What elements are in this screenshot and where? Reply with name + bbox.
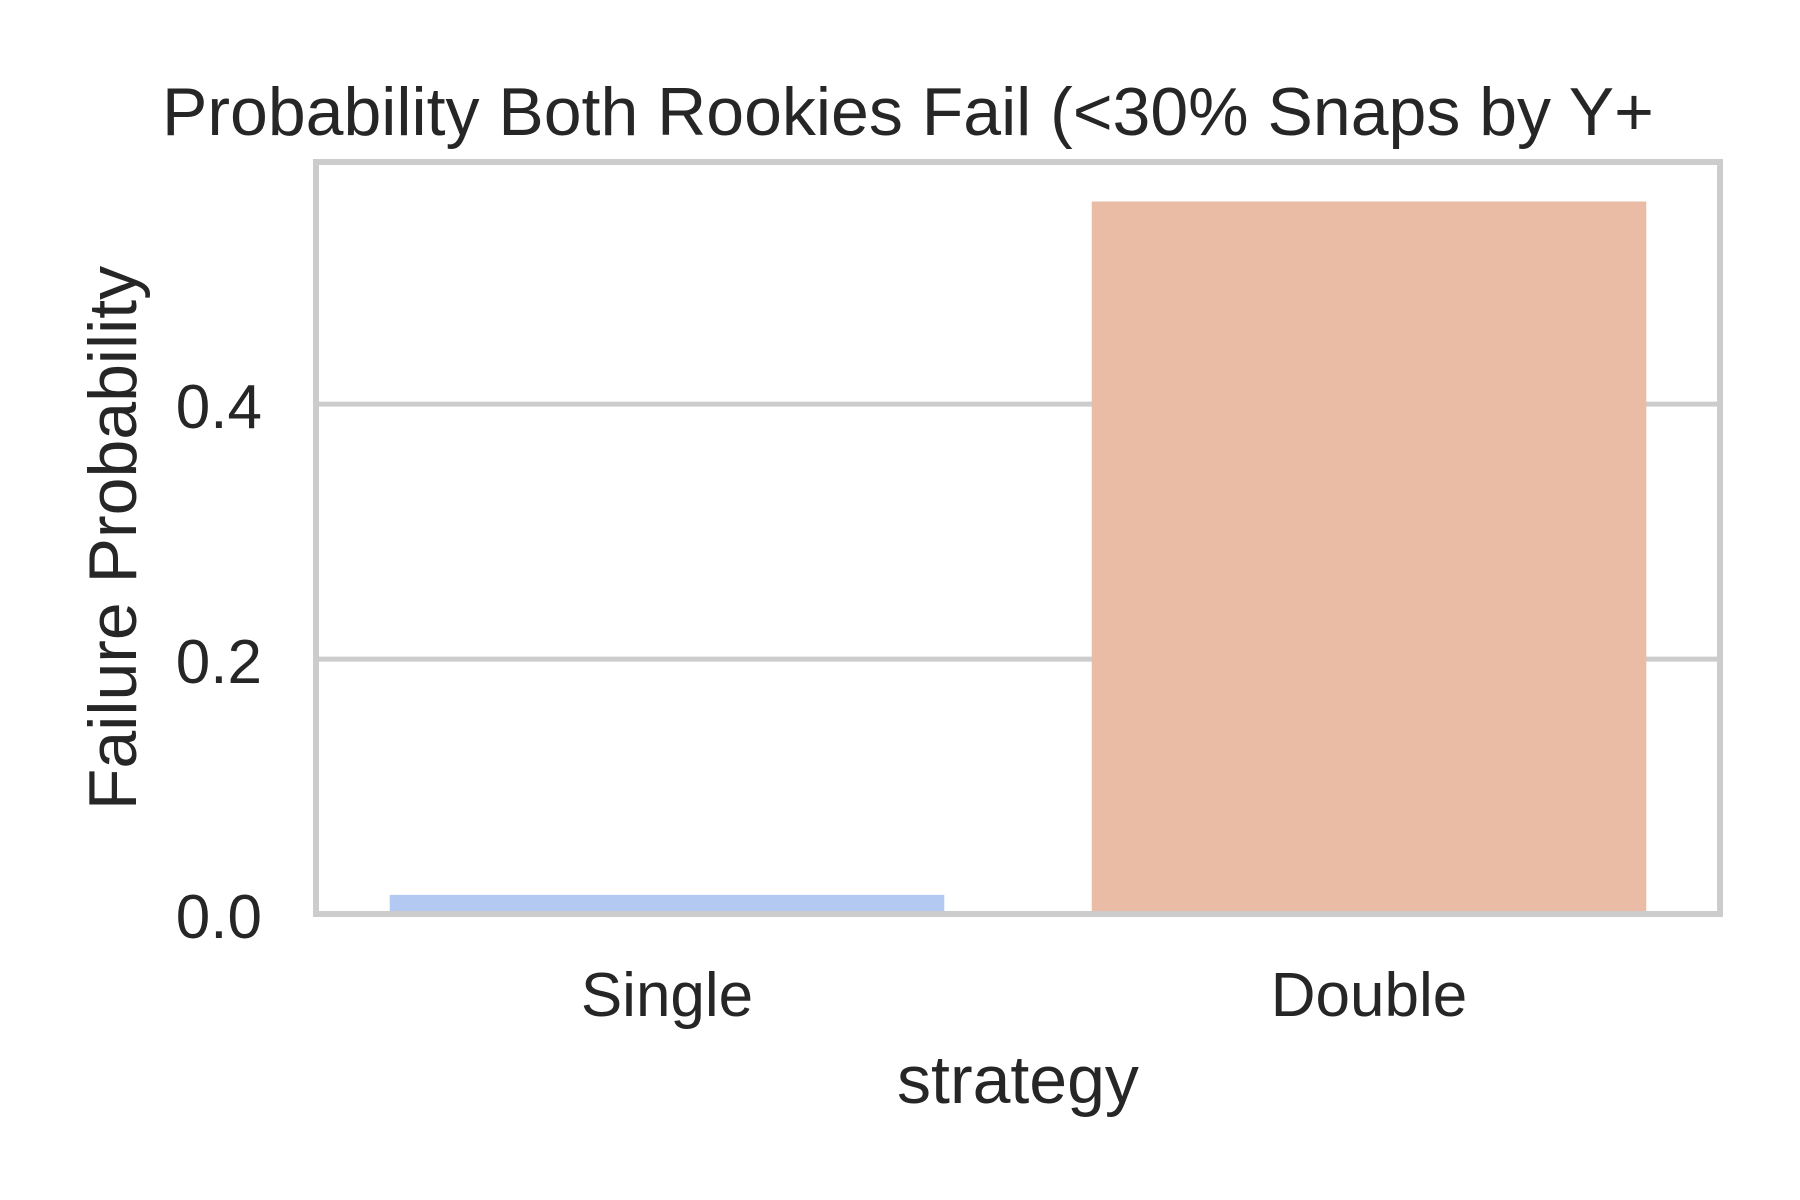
plot-frame [313,159,1723,917]
x-tick-labels: Single Double [581,961,1467,1030]
y-tick-label: 0.0 [176,883,262,952]
x-tick-label: Double [1271,961,1467,1030]
x-tick-label: Single [581,961,753,1030]
y-tick-label: 0.2 [176,628,262,697]
bars [389,201,1647,915]
chart-title: Probability Both Rookies Fail (<30% Snap… [162,74,1654,150]
y-axis-label: Failure Probability [75,266,151,810]
y-tick-labels: 0.0 0.2 0.4 [176,373,262,952]
y-tick-label: 0.4 [176,373,262,442]
bar-double [1091,201,1647,915]
bar-single [389,894,945,914]
x-axis-label: strategy [897,1042,1139,1118]
